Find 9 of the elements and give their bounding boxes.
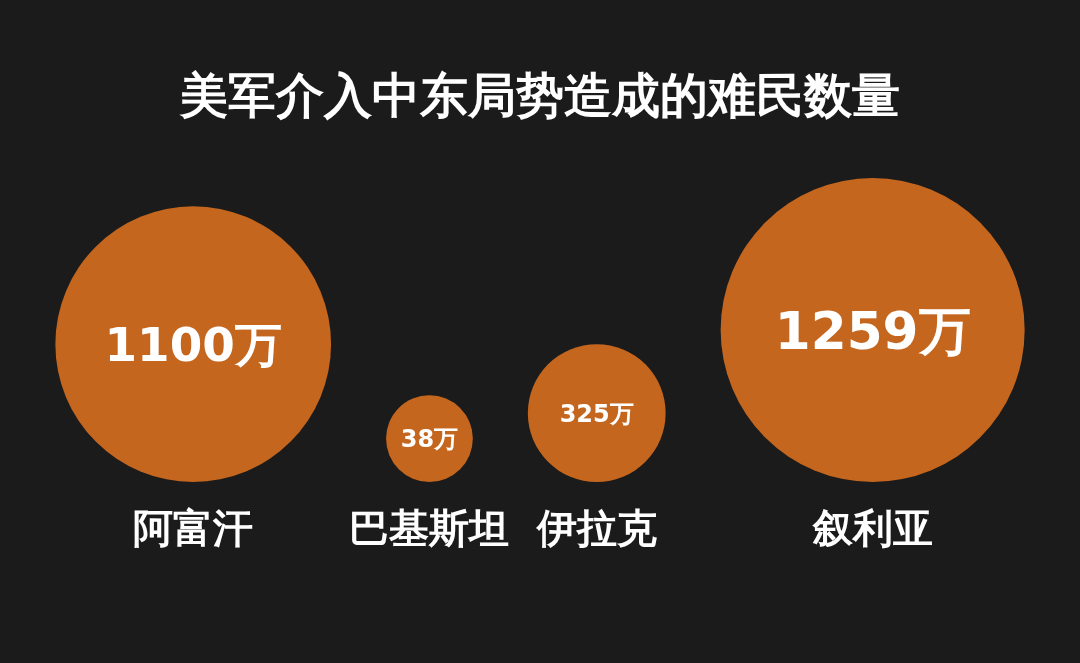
category-label: 叙利亚 [811,505,933,551]
data-label: 1100万 [104,317,282,373]
text: 美军介入中东局势造成的难民数量 [179,67,900,123]
data-label: 325万 [559,399,634,428]
category-label: 伊拉克 [534,505,657,551]
category-label: 阿富汗 [133,505,254,551]
category-label: 巴基斯坦 [349,505,510,551]
data-label: 38万 [400,425,459,454]
data-label: 1259万 [774,300,971,361]
